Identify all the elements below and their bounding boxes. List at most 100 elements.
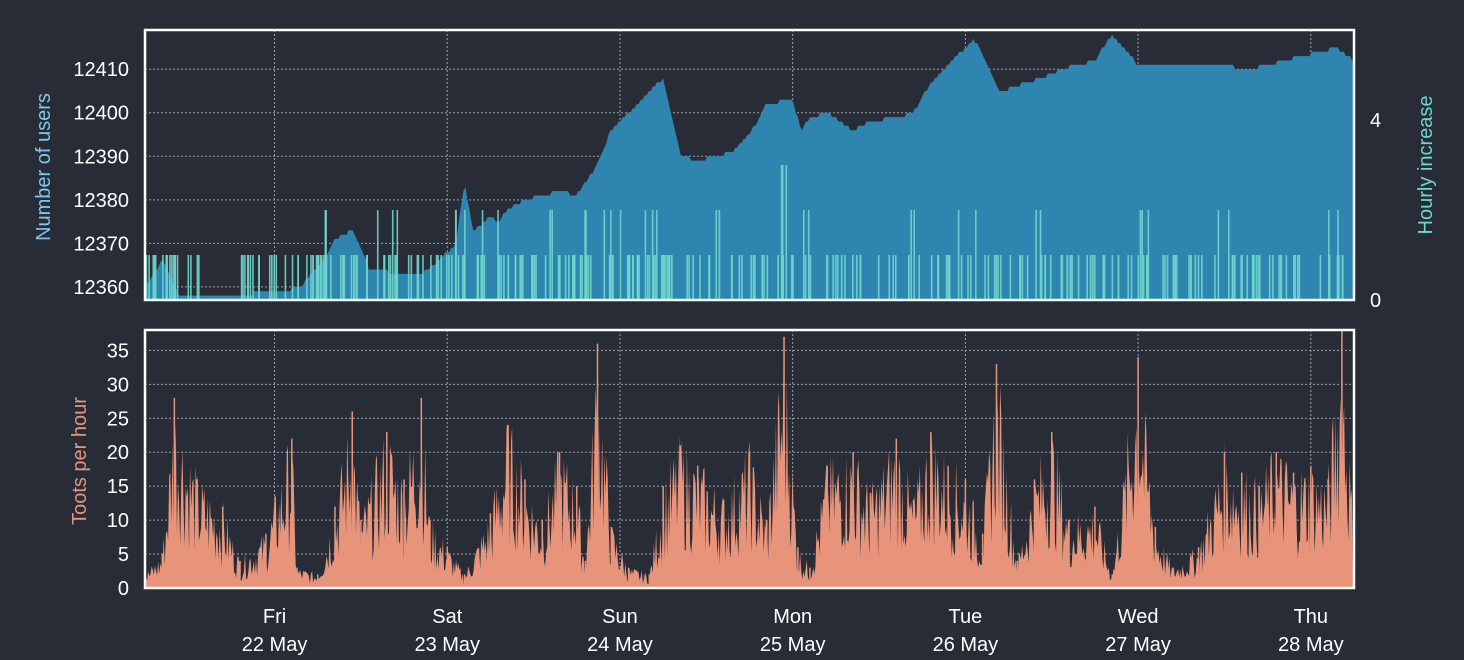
increase-bar xyxy=(997,255,999,300)
increase-bar xyxy=(1139,210,1142,300)
increase-ytick-label: 0 xyxy=(1370,290,1381,312)
xtick-date-label: 26 May xyxy=(933,634,999,656)
increase-bar xyxy=(172,255,175,300)
increase-bar xyxy=(176,255,179,300)
toots-ytick-label: 20 xyxy=(107,442,129,464)
increase-bar xyxy=(692,255,694,300)
increase-bar xyxy=(339,255,342,300)
increase-bar xyxy=(497,210,499,300)
increase-bar xyxy=(1240,255,1243,300)
increase-bar xyxy=(1201,255,1203,300)
increase-bar xyxy=(907,255,910,300)
increase-bar xyxy=(1086,255,1088,300)
increase-bar xyxy=(671,255,673,300)
increase-bar xyxy=(366,255,369,300)
increase-bar xyxy=(1175,255,1178,300)
increase-bar xyxy=(832,255,834,300)
increase-bar xyxy=(530,255,533,300)
increase-bar xyxy=(455,210,457,300)
xtick-date-label: 23 May xyxy=(414,634,480,656)
increase-bar xyxy=(148,255,150,300)
users-ytick-label: 12410 xyxy=(73,59,129,81)
xtick-day-label: Tue xyxy=(949,606,983,628)
increase-bar xyxy=(1257,255,1260,300)
increase-bar xyxy=(1251,255,1254,300)
increase-bar xyxy=(440,255,442,300)
increase-bar xyxy=(1298,255,1301,300)
increase-bar xyxy=(391,210,394,300)
increase-bar xyxy=(564,255,567,300)
increase-bar xyxy=(315,255,318,300)
toots-axis-label: Toots per hour xyxy=(69,397,91,525)
increase-bar xyxy=(410,255,413,300)
increase-bar xyxy=(587,255,590,300)
increase-bar xyxy=(1188,255,1190,300)
users-area xyxy=(145,34,1354,301)
increase-bar xyxy=(1292,255,1295,300)
increase-bar xyxy=(913,210,916,300)
increase-bar xyxy=(1071,255,1073,300)
increase-bar xyxy=(792,255,794,300)
increase-bar xyxy=(273,255,276,300)
increase-bar xyxy=(708,255,711,300)
increase-bar xyxy=(476,255,479,300)
increase-bar xyxy=(435,255,438,300)
increase-bar xyxy=(652,255,655,300)
xtick-day-label: Mon xyxy=(773,606,812,628)
increase-bar xyxy=(1268,255,1271,300)
increase-bar xyxy=(699,255,701,300)
increase-bar xyxy=(1117,255,1120,300)
increase-bar xyxy=(856,255,858,300)
increase-bar xyxy=(930,255,933,300)
increase-bar xyxy=(422,255,424,300)
increase-bar xyxy=(584,210,586,300)
users-ytick-label: 12370 xyxy=(73,233,129,255)
increase-bar xyxy=(761,255,764,300)
increase-bar xyxy=(1044,255,1047,300)
increase-bar xyxy=(877,255,880,300)
increase-bar xyxy=(1164,255,1166,300)
increase-bar xyxy=(166,255,169,300)
increase-bar xyxy=(585,210,587,300)
increase-bar xyxy=(638,255,640,300)
increase-bar xyxy=(1127,255,1129,300)
increase-bar xyxy=(731,255,733,300)
increase-bar xyxy=(664,255,666,300)
increase-bar xyxy=(840,255,843,300)
increase-bar xyxy=(376,210,379,300)
increase-bar xyxy=(170,255,173,300)
increase-bar xyxy=(1026,255,1029,300)
increase-bar xyxy=(1009,255,1012,300)
increase-bar xyxy=(152,255,155,300)
xtick-day-label: Sat xyxy=(432,606,462,628)
increase-bar xyxy=(448,255,450,300)
increase-bar xyxy=(1040,255,1043,300)
increase-bar xyxy=(809,255,812,300)
increase-bar xyxy=(626,255,629,300)
increase-bar xyxy=(993,255,996,300)
increase-bar xyxy=(1091,255,1094,300)
increase-bar xyxy=(780,165,783,300)
increase-bar xyxy=(763,255,765,300)
increase-bar xyxy=(646,255,649,300)
increase-bar xyxy=(957,210,960,300)
increase-bar xyxy=(387,255,390,300)
increase-bar xyxy=(190,255,192,300)
increase-bar xyxy=(948,255,951,300)
increase-bar xyxy=(1060,255,1063,300)
increase-bar xyxy=(1061,255,1064,300)
increase-bar xyxy=(766,255,769,300)
increase-ytick-label: 4 xyxy=(1370,110,1381,132)
increase-bar xyxy=(1337,255,1339,300)
increase-bar xyxy=(892,255,895,300)
xtick-date-label: 28 May xyxy=(1278,634,1344,656)
increase-bar xyxy=(483,255,486,300)
increase-bar xyxy=(1066,255,1069,300)
increase-bar xyxy=(807,210,810,300)
increase-bar xyxy=(888,255,891,300)
increase-bar xyxy=(500,255,502,300)
increase-bar xyxy=(1194,255,1197,300)
increase-bar xyxy=(752,255,755,300)
increase-bar xyxy=(383,255,386,300)
increase-bar xyxy=(544,255,547,300)
